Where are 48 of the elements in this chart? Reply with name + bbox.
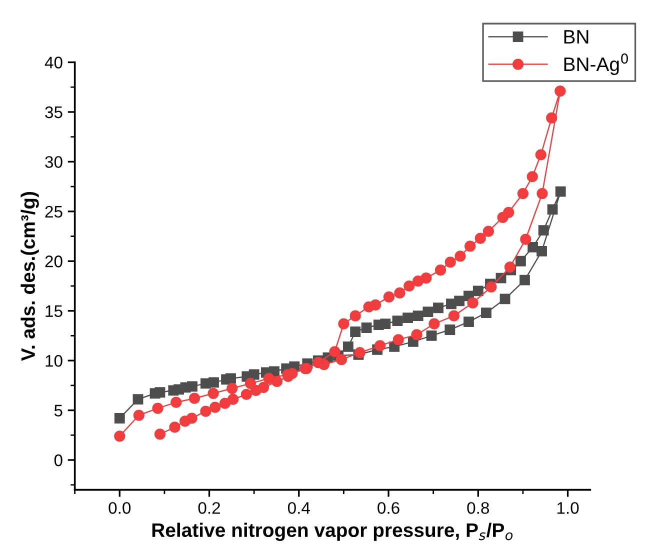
x-tick-label: 1.0 — [557, 502, 579, 514]
x-tick-label: 0.8 — [467, 502, 489, 514]
y-tick-label: 25 — [45, 206, 62, 218]
point — [154, 387, 166, 398]
x-tick-label: 0.6 — [378, 502, 400, 514]
point — [446, 298, 456, 310]
point — [500, 294, 510, 304]
point — [248, 369, 260, 380]
y-tick-label: 10 — [46, 354, 62, 367]
point — [392, 316, 403, 326]
x-tick-label: 0.4 — [288, 502, 310, 514]
point — [464, 316, 474, 327]
point — [481, 308, 492, 318]
point — [555, 186, 566, 197]
y-axis-title: V. ads. des.(cm³/g) — [20, 192, 39, 361]
legend-label: BN — [564, 30, 588, 44]
point — [208, 377, 219, 388]
y-tick-label: 40 — [44, 56, 62, 68]
x-tick-label: 0.2 — [198, 502, 220, 514]
point — [114, 413, 125, 424]
y-tick-label: 30 — [45, 156, 62, 168]
point — [547, 204, 558, 215]
point — [350, 326, 361, 337]
point — [538, 225, 549, 236]
point — [422, 306, 434, 318]
x-tick-label: 0.0 — [108, 502, 131, 514]
point — [187, 381, 198, 392]
y-tick-label: 20 — [45, 256, 62, 268]
point — [342, 341, 354, 352]
y-tick-label: 15 — [46, 305, 62, 318]
y-tick-label: 0 — [54, 454, 62, 466]
point — [536, 246, 547, 256]
point — [520, 274, 530, 286]
x-axis-title: Relative nitrogen vapor pressure, P$_{s}$/P$_{o}$ — [152, 522, 513, 541]
point — [226, 373, 236, 384]
point — [444, 324, 456, 335]
y-tick-label: 35 — [45, 106, 62, 118]
point — [426, 330, 437, 341]
y-tick-label: 5 — [54, 404, 62, 416]
point — [528, 242, 538, 252]
point — [433, 302, 444, 314]
point — [402, 312, 413, 324]
point — [361, 322, 372, 333]
point — [132, 394, 144, 405]
point — [373, 320, 384, 330]
point — [412, 310, 424, 322]
point — [516, 256, 526, 266]
legend-label: BN-Ag$^{0}$ — [564, 53, 628, 75]
